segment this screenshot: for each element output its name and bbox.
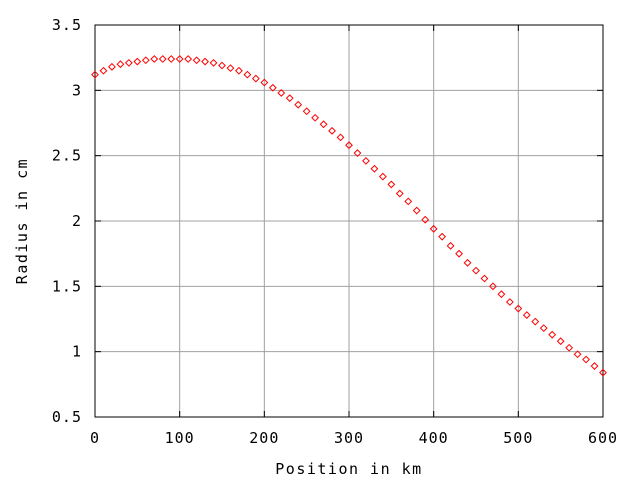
data-point (590, 362, 599, 370)
data-point (463, 258, 472, 267)
data-point (285, 94, 294, 103)
data-point (336, 133, 345, 142)
data-point (480, 274, 489, 283)
data-point (184, 55, 193, 63)
data-point (370, 164, 379, 173)
data-point (201, 57, 209, 66)
data-point (421, 215, 430, 224)
data-point (505, 298, 514, 306)
x-tick-labels: 0 100 200 300 400 500 600 (90, 429, 618, 447)
data-point (209, 58, 218, 67)
x-tick-label: 0 (90, 429, 100, 447)
data-point (175, 55, 184, 63)
data-point (116, 60, 125, 69)
data-point (302, 107, 311, 116)
y-tick-label: 0.5 (52, 408, 82, 426)
data-point (91, 70, 99, 79)
data-point (455, 249, 463, 258)
data-point (353, 149, 362, 157)
data-point (345, 141, 353, 150)
data-point (328, 126, 336, 135)
ticks (94, 24, 604, 418)
x-tick-label: 600 (588, 429, 618, 447)
data-point (514, 304, 523, 313)
y-tick-label: 3 (72, 81, 82, 99)
data-point (294, 100, 303, 109)
data-point (548, 330, 557, 339)
data-point (489, 282, 497, 291)
data-point (412, 206, 421, 215)
data-point (362, 156, 370, 165)
grid (95, 25, 603, 417)
data-point (582, 355, 590, 364)
data-point (158, 55, 167, 63)
data-point (319, 120, 328, 129)
x-axis-label: Position in km (275, 460, 422, 478)
data-point (438, 232, 447, 241)
x-tick-label: 400 (419, 429, 449, 447)
data-point (404, 197, 413, 206)
y-tick-label: 3.5 (52, 16, 82, 34)
y-axis-label: Radius in cm (13, 158, 31, 284)
data-point (235, 66, 243, 75)
data-point (395, 189, 404, 198)
data-point (472, 266, 480, 275)
data-points (91, 55, 607, 377)
y-tick-label: 2 (72, 212, 82, 230)
data-point (141, 56, 150, 65)
data-point (243, 70, 252, 79)
data-point (539, 324, 548, 333)
data-point (124, 58, 133, 67)
data-point (429, 224, 438, 233)
data-point (497, 290, 506, 299)
data-point (378, 172, 387, 181)
data-point (167, 55, 176, 63)
data-point (192, 56, 201, 65)
data-point (387, 180, 396, 189)
y-tick-label: 1.5 (52, 277, 82, 295)
x-tick-label: 300 (334, 429, 364, 447)
data-point (522, 311, 531, 319)
y-tick-label: 2.5 (52, 147, 82, 165)
data-point (133, 57, 142, 66)
x-tick-label: 100 (165, 429, 195, 447)
data-point (277, 89, 286, 97)
data-point (556, 337, 565, 346)
data-point (99, 66, 108, 75)
data-point (311, 113, 320, 122)
data-point (108, 62, 116, 71)
data-point (573, 350, 582, 359)
x-tick-label: 500 (503, 429, 533, 447)
data-point (226, 64, 235, 73)
data-point (531, 317, 540, 326)
data-point (218, 61, 226, 70)
data-point (268, 83, 277, 92)
y-tick-label: 1 (72, 343, 82, 361)
x-tick-label: 200 (249, 429, 279, 447)
data-point (260, 78, 269, 87)
data-point (446, 241, 455, 250)
data-point (150, 55, 159, 63)
y-tick-labels: 0.5 1 1.5 2 2.5 3 3.5 (52, 16, 82, 426)
data-point (251, 74, 260, 83)
data-point (599, 368, 607, 377)
data-point (565, 343, 574, 352)
